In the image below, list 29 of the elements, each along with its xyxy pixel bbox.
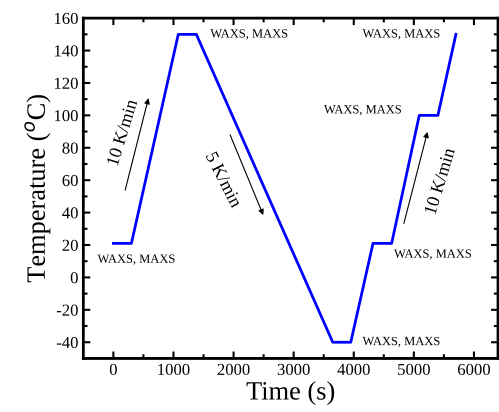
- y-tick-label: 160: [54, 12, 78, 24]
- x-tick-label: 0: [110, 364, 117, 376]
- y-tick-label: 120: [54, 78, 78, 89]
- y-tick-label: 0: [70, 272, 78, 284]
- y-tick-label: 60: [62, 174, 78, 186]
- annotation: WAXS, MAXS: [362, 336, 440, 348]
- annotation: WAXS, MAXS: [394, 249, 472, 260]
- y-tick-label: 40: [62, 207, 78, 219]
- x-tick-label: 6000: [458, 364, 490, 376]
- annotation: 5 K/min: [206, 151, 243, 209]
- y-tick-label: 140: [54, 45, 78, 56]
- y-tick-label: -20: [56, 304, 78, 316]
- y-tick-label: 100: [54, 110, 78, 122]
- annotation: 10 K/min: [424, 146, 456, 214]
- x-tick-label: 5000: [398, 364, 430, 376]
- annotation: WAXS, MAXS: [324, 105, 401, 116]
- y-tick-label: 80: [62, 142, 78, 154]
- annotation: 10 K/min: [106, 98, 138, 166]
- y-tick-label: -40: [56, 336, 78, 348]
- annotation: WAXS, MAXS: [98, 254, 175, 265]
- annotation: WAXS, MAXS: [362, 29, 440, 40]
- y-tick-label: 20: [62, 240, 78, 251]
- x-tick-label: 2000: [218, 364, 250, 376]
- y-axis-title: Temperature ($^{o}$C): [24, 95, 50, 282]
- x-tick-label: 4000: [337, 364, 370, 376]
- x-tick-label: 1000: [158, 364, 190, 376]
- x-axis-title: Time (s): [246, 381, 334, 406]
- annotation: WAXS, MAXS: [210, 29, 288, 40]
- x-tick-label: 3000: [278, 364, 310, 376]
